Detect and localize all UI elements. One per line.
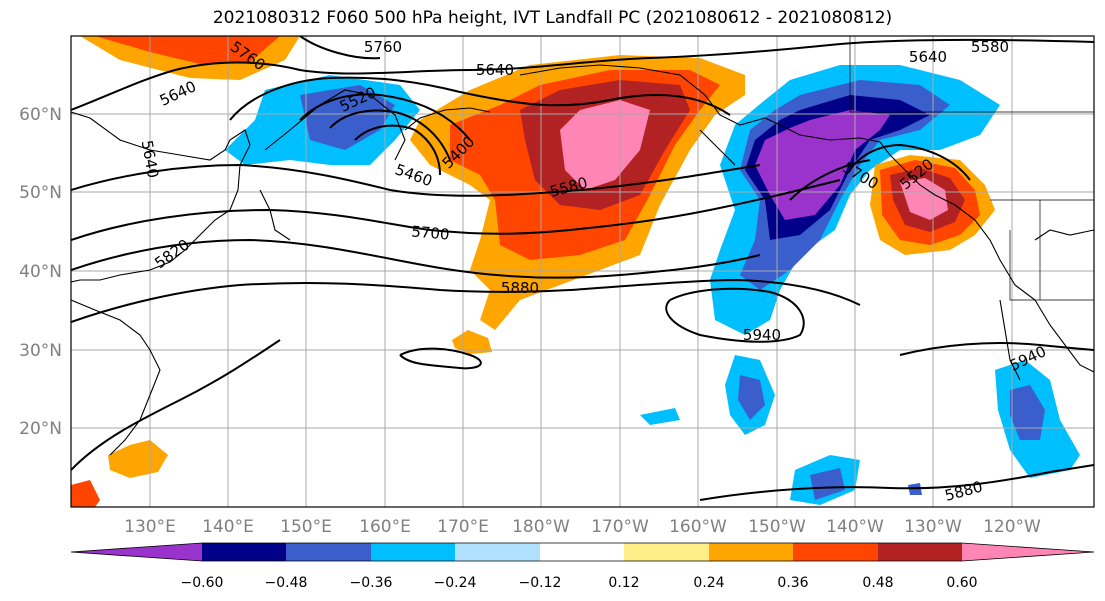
plot-title: 2021080312 F060 500 hPa height, IVT Land… bbox=[212, 8, 893, 28]
colorbar-tick-label: 0.36 bbox=[777, 575, 808, 591]
colorbar: −0.60 −0.48 −0.36 −0.24 −0.12 0.12 0.24 … bbox=[70, 542, 1095, 591]
colorbar-segment bbox=[71, 543, 202, 561]
colorbar-segment bbox=[878, 543, 962, 561]
colorbar-segment bbox=[455, 543, 540, 561]
colorbar-tick-label: −0.60 bbox=[181, 575, 224, 591]
latitude-labels: 60°N 50°N 40°N 30°N 20°N bbox=[19, 105, 62, 439]
colorbar-segment bbox=[793, 543, 878, 561]
colorbar-segment bbox=[624, 543, 709, 561]
colorbar-segments bbox=[70, 542, 1095, 562]
lon-label: 160°E bbox=[359, 517, 411, 537]
lon-label: 130°W bbox=[904, 517, 962, 537]
lon-label: 140°W bbox=[826, 517, 884, 537]
colorbar-tick-label: 0.60 bbox=[946, 575, 977, 591]
contour-label: 5580 bbox=[971, 38, 1009, 56]
lon-label: 120°W bbox=[983, 517, 1041, 537]
colorbar-segment bbox=[709, 543, 793, 561]
colorbar-outline bbox=[70, 542, 1095, 562]
contour-label: 5640 bbox=[476, 61, 514, 79]
lon-label: 150°W bbox=[748, 517, 806, 537]
lon-label: 140°E bbox=[202, 517, 254, 537]
colorbar-tick-label: −0.12 bbox=[519, 575, 562, 591]
lat-label: 40°N bbox=[19, 262, 62, 282]
contour-label: 5700 bbox=[411, 222, 451, 243]
lon-label: 170°E bbox=[437, 517, 489, 537]
colorbar-segment bbox=[286, 543, 371, 561]
coastlines bbox=[71, 64, 1094, 456]
lon-label: 170°W bbox=[591, 517, 649, 537]
colorbar-tick-label: −0.48 bbox=[265, 575, 308, 591]
colorbar-segment bbox=[962, 543, 1094, 561]
longitude-labels: 130°E 140°E 150°E 160°E 170°E 180°W 170°… bbox=[124, 517, 1041, 537]
colorbar-tick-label: −0.24 bbox=[434, 575, 477, 591]
colorbar-tick-label: 0.24 bbox=[693, 575, 724, 591]
colorbar-segment bbox=[371, 543, 455, 561]
map-frame bbox=[70, 35, 1095, 508]
colorbar-segment bbox=[540, 543, 624, 561]
lon-label: 130°E bbox=[124, 517, 176, 537]
colorbar-segment bbox=[202, 543, 286, 561]
lat-label: 60°N bbox=[19, 105, 62, 125]
lat-label: 30°N bbox=[19, 341, 62, 361]
colorbar-tick-labels: −0.60 −0.48 −0.36 −0.24 −0.12 0.12 0.24 … bbox=[181, 575, 978, 591]
colorbar-tick-label: 0.48 bbox=[862, 575, 893, 591]
lon-label: 160°W bbox=[669, 517, 727, 537]
contour-label: 5640 bbox=[909, 48, 947, 66]
lat-label: 50°N bbox=[19, 183, 62, 203]
contour-label: 5940 bbox=[743, 326, 781, 344]
height-contours bbox=[71, 36, 1094, 501]
contour-label: 5880 bbox=[501, 279, 539, 297]
colorbar-tick-label: 0.12 bbox=[608, 575, 639, 591]
lon-label: 180°W bbox=[512, 517, 570, 537]
boundaries bbox=[849, 36, 1094, 301]
contour-label: 5760 bbox=[364, 38, 402, 56]
lon-label: 150°E bbox=[280, 517, 332, 537]
colorbar-tick-label: −0.36 bbox=[350, 575, 393, 591]
lat-label: 20°N bbox=[19, 419, 62, 439]
